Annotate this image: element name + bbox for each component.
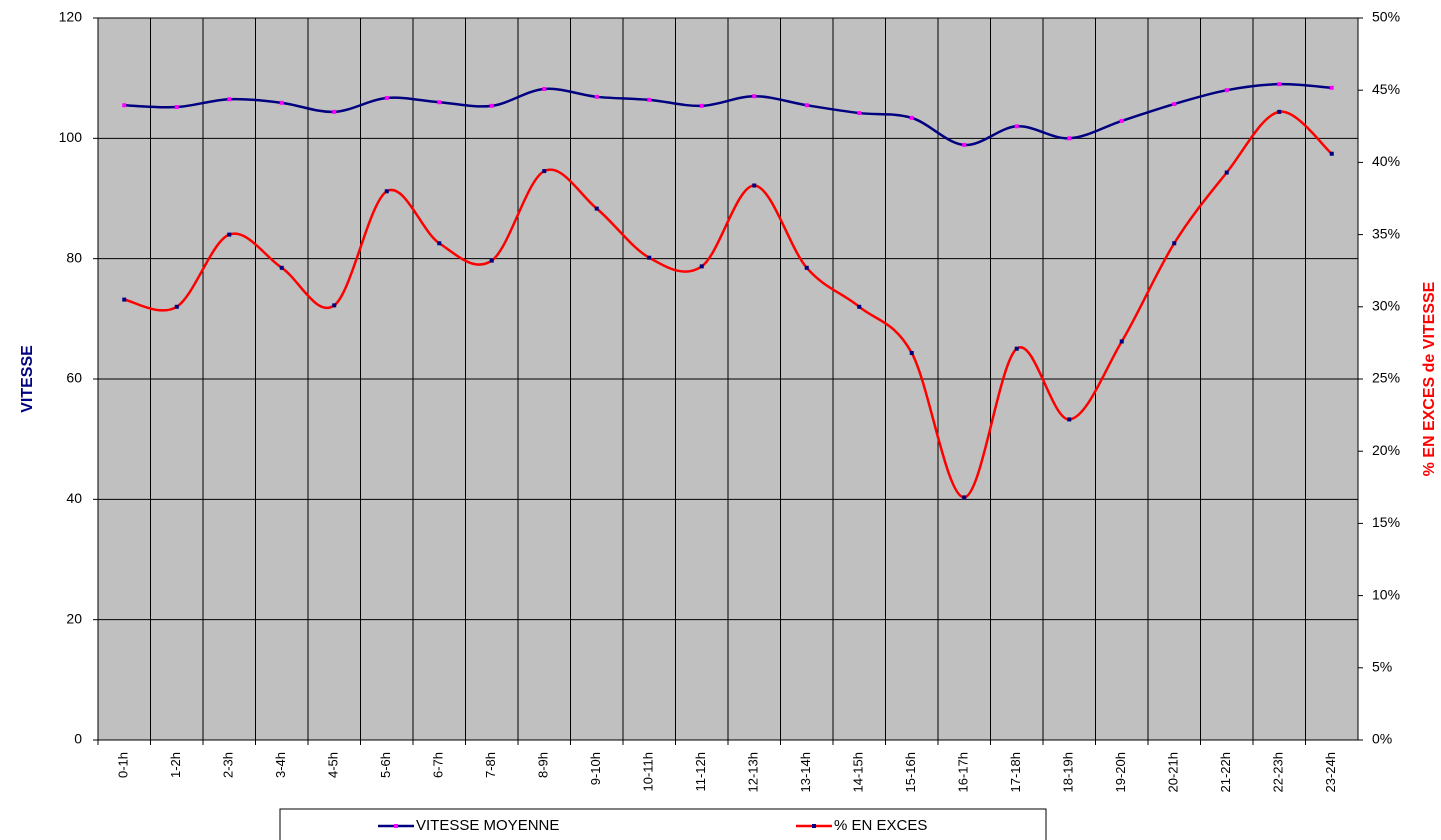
x-tick-label: 17-18h	[1008, 752, 1023, 792]
point-marker	[122, 297, 127, 302]
point-marker	[857, 304, 862, 309]
x-tick-label: 18-19h	[1061, 752, 1076, 792]
point-marker	[1014, 124, 1019, 129]
x-tick-label: 20-21h	[1166, 752, 1181, 792]
y-tick-label: 80	[66, 249, 82, 265]
legend-label: % EN EXCES	[834, 817, 927, 834]
y2-tick-label: 35%	[1372, 225, 1400, 241]
point-marker	[437, 100, 442, 105]
point-marker	[594, 206, 599, 211]
point-marker	[909, 115, 914, 120]
point-marker	[699, 103, 704, 108]
x-tick-label: 22-23h	[1271, 752, 1286, 792]
point-marker	[542, 86, 547, 91]
x-tick-label: 6-7h	[431, 752, 446, 778]
y-tick-label: 40	[66, 490, 82, 506]
point-marker	[1172, 241, 1177, 246]
y2-tick-label: 25%	[1372, 370, 1400, 386]
point-marker	[1172, 102, 1177, 107]
x-tick-label: 11-12h	[693, 752, 708, 792]
point-marker	[962, 495, 967, 500]
point-marker	[174, 304, 179, 309]
point-marker	[857, 111, 862, 116]
x-tick-label: 2-3h	[221, 752, 236, 778]
point-marker	[489, 258, 494, 263]
x-tick-label: 13-14h	[798, 752, 813, 792]
y2-tick-label: 0%	[1372, 731, 1392, 747]
x-tick-label: 0-1h	[116, 752, 131, 778]
point-marker	[489, 103, 494, 108]
y-tick-label: 20	[66, 610, 82, 626]
x-tick-label: 19-20h	[1113, 752, 1128, 792]
point-marker	[909, 351, 914, 356]
y2-tick-label: 5%	[1372, 659, 1392, 675]
point-marker	[1067, 417, 1072, 422]
point-marker	[647, 255, 652, 260]
point-marker	[1277, 82, 1282, 87]
x-tick-label: 5-6h	[378, 752, 393, 778]
legend-box	[279, 808, 1047, 840]
point-marker	[1277, 109, 1282, 114]
y-tick-label: 0	[74, 731, 82, 747]
point-marker	[279, 100, 284, 105]
x-tick-label: 7-8h	[483, 752, 498, 778]
point-marker	[174, 105, 179, 110]
y2-tick-label: 10%	[1372, 586, 1400, 602]
x-tick-label: 16-17h	[956, 752, 971, 792]
legend-marker	[394, 824, 398, 828]
series-line	[124, 82, 1332, 147]
y-tick-label: 60	[66, 370, 82, 386]
point-marker	[384, 189, 389, 194]
point-marker	[542, 169, 547, 174]
y-tick-label: 100	[59, 129, 83, 145]
x-tick-label: 14-15h	[851, 752, 866, 792]
legend-label: VITESSE MOYENNE	[416, 817, 559, 834]
point-marker	[647, 97, 652, 102]
point-marker	[384, 96, 389, 101]
point-marker	[804, 265, 809, 270]
point-marker	[594, 94, 599, 99]
point-marker	[437, 241, 442, 246]
point-marker	[1224, 170, 1229, 175]
point-marker	[1067, 136, 1072, 141]
x-tick-label: 10-11h	[641, 752, 656, 792]
point-marker	[332, 303, 337, 308]
x-tick-label: 8-9h	[536, 752, 551, 778]
point-marker	[752, 94, 757, 99]
point-marker	[1329, 85, 1334, 90]
y2-tick-label: 20%	[1372, 442, 1400, 458]
point-marker	[962, 142, 967, 147]
x-tick-label: 3-4h	[273, 752, 288, 778]
x-tick-label: 15-16h	[903, 752, 918, 792]
point-marker	[1119, 339, 1124, 344]
point-marker	[332, 109, 337, 114]
point-marker	[752, 183, 757, 188]
point-marker	[1014, 346, 1019, 351]
point-marker	[227, 97, 232, 102]
y2-tick-label: 40%	[1372, 153, 1400, 169]
y-tick-label: 120	[59, 9, 83, 25]
point-marker	[1329, 151, 1334, 156]
y2-tick-label: 45%	[1372, 81, 1400, 97]
point-marker	[699, 264, 704, 269]
x-tick-label: 21-22h	[1218, 752, 1233, 792]
x-tick-label: 9-10h	[588, 752, 603, 785]
point-marker	[279, 265, 284, 270]
y2-tick-label: 50%	[1372, 9, 1400, 25]
x-tick-label: 1-2h	[168, 752, 183, 778]
point-marker	[122, 103, 127, 108]
x-tick-label: 12-13h	[746, 752, 761, 792]
point-marker	[1119, 118, 1124, 123]
legend-marker	[812, 824, 816, 828]
y2-tick-label: 30%	[1372, 298, 1400, 314]
x-tick-label: 23-24h	[1323, 752, 1338, 792]
point-marker	[227, 232, 232, 237]
y2-tick-label: 15%	[1372, 514, 1400, 530]
point-marker	[1224, 88, 1229, 93]
y-axis-title: VITESSE	[19, 345, 36, 413]
point-marker	[804, 103, 809, 108]
x-tick-label: 4-5h	[326, 752, 341, 778]
y2-axis-title: % EN EXCES de VITESSE	[1421, 281, 1438, 476]
